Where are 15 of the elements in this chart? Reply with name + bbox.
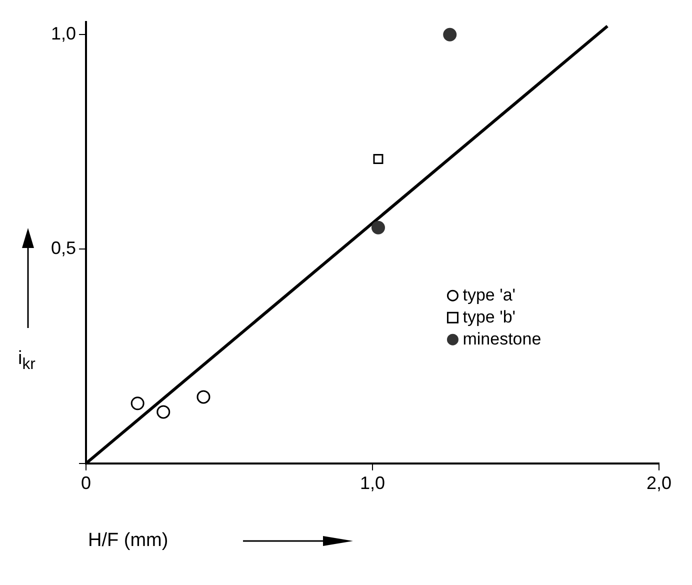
point xyxy=(156,405,170,419)
x-tick-label: 0 xyxy=(81,473,92,494)
y-axis-title: i$_{kr}$ xyxy=(18,348,36,374)
x-tick-label: 1,0 xyxy=(360,473,386,494)
point xyxy=(130,396,144,410)
legend-label: minestone xyxy=(462,329,542,348)
point xyxy=(373,154,384,164)
x-axis-title: H/F (mm) xyxy=(88,530,168,552)
point xyxy=(443,28,457,42)
point xyxy=(371,220,385,234)
x-tick-label: 2,0 xyxy=(646,473,672,494)
point xyxy=(196,390,210,404)
legend-label: type 'a' xyxy=(462,285,516,304)
y-tick-label: 0,5 xyxy=(50,238,76,258)
legend-label: type 'b' xyxy=(462,307,516,326)
